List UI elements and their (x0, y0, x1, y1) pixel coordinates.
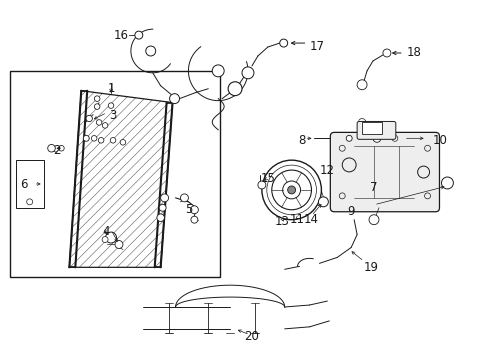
Circle shape (262, 160, 321, 220)
Text: 7: 7 (369, 181, 377, 194)
Circle shape (169, 94, 179, 104)
Circle shape (339, 145, 345, 151)
Text: 5: 5 (184, 203, 192, 216)
Circle shape (339, 193, 345, 199)
Circle shape (287, 186, 295, 194)
Circle shape (120, 140, 125, 145)
Text: 2: 2 (53, 144, 60, 157)
Text: 12: 12 (319, 163, 334, 176)
Circle shape (279, 39, 287, 47)
Bar (10, 71, 220, 277)
Circle shape (271, 170, 311, 210)
Text: 11: 11 (289, 213, 305, 226)
Text: 19: 19 (363, 261, 378, 274)
Circle shape (145, 46, 155, 56)
Circle shape (102, 123, 108, 128)
Circle shape (91, 136, 97, 141)
Circle shape (157, 214, 164, 221)
Circle shape (228, 82, 242, 96)
Circle shape (180, 194, 188, 202)
Circle shape (342, 158, 355, 172)
Text: 9: 9 (346, 205, 354, 218)
Text: 16: 16 (113, 29, 128, 42)
Circle shape (356, 80, 366, 90)
Circle shape (318, 197, 327, 207)
Circle shape (94, 96, 100, 102)
Circle shape (161, 194, 168, 202)
Circle shape (424, 145, 429, 151)
Circle shape (368, 215, 378, 225)
Text: 17: 17 (309, 40, 324, 53)
Circle shape (83, 135, 89, 141)
Circle shape (159, 204, 166, 211)
Text: 20: 20 (244, 330, 259, 343)
Circle shape (212, 65, 224, 77)
Circle shape (48, 144, 55, 152)
Circle shape (98, 138, 103, 143)
Circle shape (190, 216, 198, 223)
Text: 000: 000 (366, 126, 376, 131)
Text: 15: 15 (260, 171, 275, 185)
Circle shape (382, 49, 390, 57)
Circle shape (135, 31, 142, 39)
Circle shape (242, 67, 253, 79)
FancyBboxPatch shape (356, 121, 395, 139)
Text: 3: 3 (109, 109, 117, 122)
Circle shape (257, 181, 265, 189)
Circle shape (102, 237, 108, 243)
Circle shape (108, 103, 114, 108)
Circle shape (86, 115, 92, 122)
Circle shape (391, 135, 397, 141)
Text: 10: 10 (432, 134, 447, 147)
Text: 18: 18 (406, 46, 420, 59)
Circle shape (110, 138, 116, 143)
Circle shape (282, 181, 300, 199)
Circle shape (59, 145, 64, 151)
Circle shape (115, 240, 122, 248)
Circle shape (424, 193, 429, 199)
Circle shape (94, 104, 100, 109)
Text: 1: 1 (107, 82, 115, 95)
Text: 13: 13 (274, 215, 288, 228)
Circle shape (27, 199, 33, 205)
Text: 4: 4 (102, 225, 110, 238)
Circle shape (190, 206, 198, 214)
FancyBboxPatch shape (330, 132, 439, 212)
Bar (361, 122, 381, 134)
Circle shape (441, 177, 452, 189)
Bar (16, 160, 43, 208)
Circle shape (96, 120, 102, 125)
Circle shape (417, 166, 428, 178)
Text: 8: 8 (297, 134, 305, 147)
Circle shape (346, 135, 351, 141)
Circle shape (105, 232, 116, 243)
Circle shape (372, 134, 380, 142)
Text: 14: 14 (304, 213, 318, 226)
Text: 6: 6 (20, 179, 27, 192)
